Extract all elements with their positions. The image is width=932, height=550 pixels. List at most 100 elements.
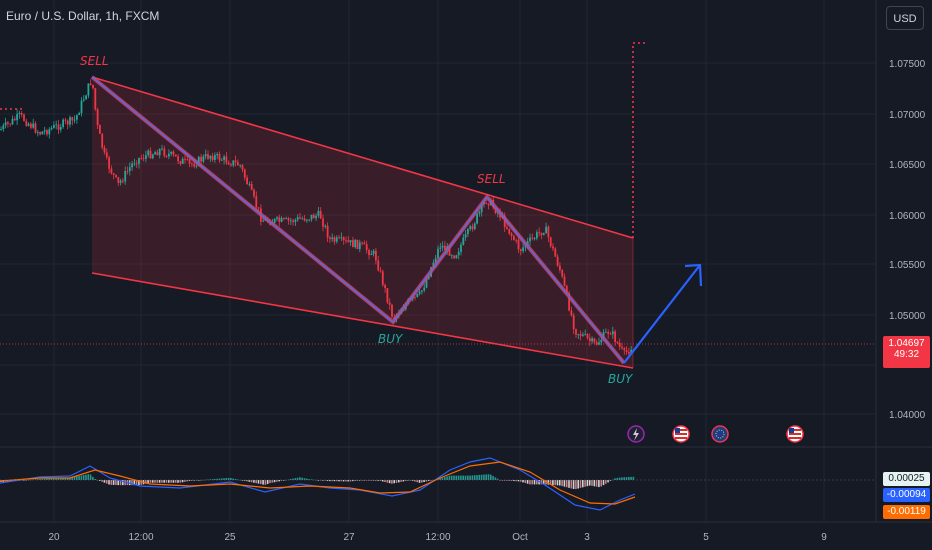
eu-flag-event-icon[interactable] <box>711 425 729 443</box>
macd-histogram-bar <box>630 476 632 480</box>
candle-body <box>372 250 375 255</box>
macd-histogram-bar <box>510 480 513 481</box>
candle-body <box>115 174 117 178</box>
macd-histogram-bar <box>135 480 138 486</box>
candle-body <box>16 113 18 121</box>
candle-body <box>312 214 315 219</box>
us-flag-event-icon-2[interactable] <box>786 425 804 443</box>
macd-histogram-bar <box>584 480 586 487</box>
macd-histogram-bar <box>478 474 481 480</box>
candle-body <box>285 218 288 220</box>
grid <box>0 0 876 522</box>
candle-body <box>193 163 196 167</box>
candle-body <box>122 180 124 182</box>
candle-body <box>460 244 462 252</box>
macd-histogram-bar <box>78 475 80 480</box>
macd-histogram-bar <box>570 480 573 489</box>
lightning-event-icon[interactable] <box>627 425 645 443</box>
price-axis: 1.07500 1.07000 1.06500 1.06000 1.05500 … <box>889 59 926 421</box>
candle-body <box>39 132 41 135</box>
candle-body <box>220 159 223 161</box>
macd-histogram-bar <box>94 479 96 480</box>
target-dotted-line <box>632 42 645 238</box>
candle-body <box>246 177 248 185</box>
candle-body <box>69 117 71 125</box>
candle-body <box>207 154 209 159</box>
candle-body <box>163 148 166 156</box>
macd-histogram-bar <box>494 477 497 480</box>
candle-body <box>303 218 306 221</box>
macd-histogram-bar <box>147 480 149 484</box>
candle-body <box>76 114 78 120</box>
macd-histogram-bar <box>388 480 391 484</box>
candle-body <box>623 348 626 351</box>
macd-histogram-bar <box>294 478 297 480</box>
macd-histogram-bar <box>377 480 379 481</box>
candle-body <box>296 217 299 220</box>
macd-histogram-bar <box>575 480 577 490</box>
macd-histogram-bar <box>628 477 630 480</box>
candle-body <box>425 278 428 288</box>
candle-body <box>414 296 416 298</box>
macd-histogram-bar <box>57 478 60 480</box>
candle-body <box>232 160 235 166</box>
candle-body <box>156 152 159 156</box>
candle-body <box>329 237 331 239</box>
candle-body <box>363 242 366 245</box>
macd-histogram-bar <box>625 477 628 480</box>
macd-histogram-bar <box>110 480 113 485</box>
macd-histogram-bar <box>209 479 211 480</box>
candle-body <box>342 237 345 241</box>
time-tick-label: 3 <box>584 532 590 543</box>
macd-histogram-bar <box>168 480 170 483</box>
candle-body <box>448 246 451 256</box>
time-tick-label: 27 <box>343 532 355 543</box>
candle-body <box>310 214 313 220</box>
candle-body <box>283 218 285 219</box>
macd-histogram-bar <box>358 480 361 481</box>
macd-histogram-bar <box>174 480 177 483</box>
candle-body <box>375 250 377 261</box>
macd-histogram-bar <box>105 480 108 484</box>
candle-body <box>248 184 251 185</box>
macd-histogram-bar <box>476 475 478 480</box>
macd-histogram-bar <box>188 480 191 481</box>
candle-body <box>533 238 536 240</box>
macd-histogram-bar <box>230 478 232 480</box>
macd-histogram-bar <box>533 480 536 485</box>
macd-histogram-bar <box>25 480 27 481</box>
candle-body <box>565 285 568 293</box>
macd-histogram-bar <box>531 480 533 485</box>
candle-body <box>301 218 304 220</box>
candle-body <box>358 242 361 250</box>
candle-body <box>223 156 225 160</box>
macd-histogram-bar <box>430 480 432 481</box>
macd-histogram-bar <box>605 480 607 484</box>
macd-histogram-bar <box>536 480 538 485</box>
candle-body <box>453 255 455 259</box>
candle-body <box>563 276 566 286</box>
macd-histogram-bar <box>455 475 458 480</box>
macd-histogram-bar <box>296 477 299 480</box>
candle-body <box>570 310 573 316</box>
candle-body <box>427 276 430 279</box>
candle-body <box>437 248 439 259</box>
macd-histogram-bar <box>517 480 520 482</box>
sell-label-1: SELL <box>80 54 109 68</box>
candle-body <box>34 123 37 133</box>
candle-body <box>278 217 281 222</box>
currency-button[interactable]: USD <box>886 6 924 30</box>
macd-histogram-bar <box>600 480 602 487</box>
candle-body <box>577 334 580 335</box>
candle-body <box>381 271 384 285</box>
us-flag-event-icon[interactable] <box>672 425 690 443</box>
candle-body <box>579 334 582 336</box>
macd-histogram-bar <box>322 480 324 481</box>
macd-histogram-bar <box>227 477 230 480</box>
macd-histogram-bar <box>53 478 55 480</box>
candle-body <box>485 203 488 204</box>
macd-histogram-bar <box>62 478 64 480</box>
candle-body <box>568 292 570 311</box>
candle-body <box>4 122 7 126</box>
